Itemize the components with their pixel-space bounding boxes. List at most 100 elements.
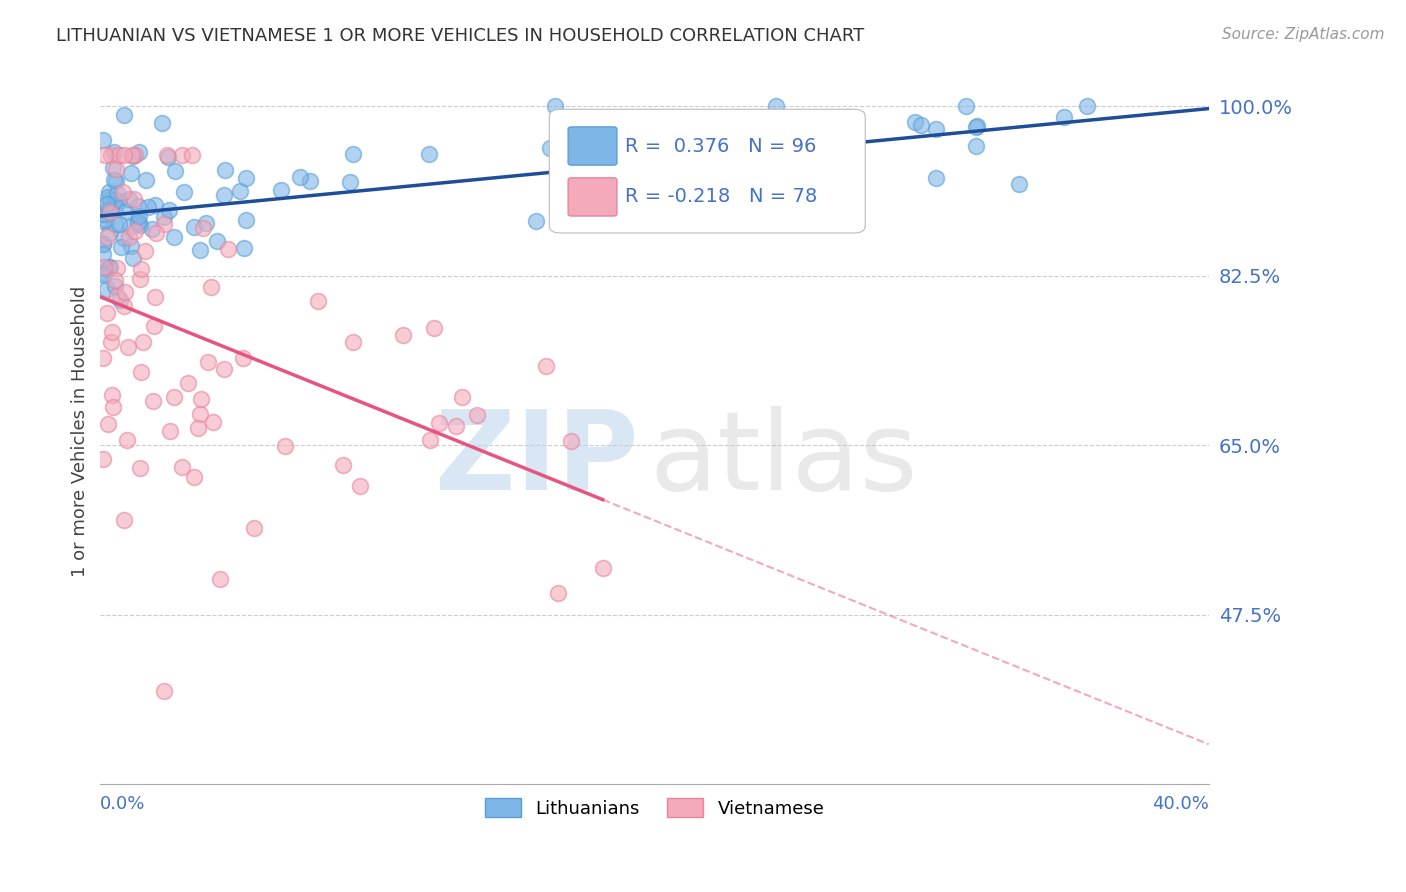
- Point: [122, 251, 145, 265]
- Point: [104, 279, 127, 293]
- Text: R =  0.376   N = 96: R = 0.376 N = 96: [624, 136, 815, 155]
- Point: [96, 262, 118, 277]
- Point: [124, 148, 146, 162]
- FancyBboxPatch shape: [568, 178, 617, 216]
- Point: [418, 433, 440, 447]
- Point: [105, 260, 128, 275]
- Point: [524, 214, 547, 228]
- Point: [159, 425, 181, 439]
- Point: [100, 334, 122, 349]
- Point: [544, 99, 567, 113]
- Point: [232, 351, 254, 366]
- Text: LITHUANIAN VS VIETNAMESE 1 OR MORE VEHICLES IN HOUSEHOLD CORRELATION CHART: LITHUANIAN VS VIETNAMESE 1 OR MORE VEHIC…: [56, 27, 865, 45]
- Point: [233, 241, 256, 255]
- Point: [120, 166, 142, 180]
- Point: [177, 376, 200, 390]
- Point: [104, 273, 127, 287]
- Point: [214, 163, 236, 178]
- Point: [112, 148, 135, 162]
- Point: [96, 196, 118, 211]
- Point: [134, 173, 156, 187]
- Point: [270, 183, 292, 197]
- Point: [91, 237, 114, 252]
- Point: [965, 120, 987, 134]
- Text: R = -0.218   N = 78: R = -0.218 N = 78: [624, 187, 817, 206]
- Point: [91, 133, 114, 147]
- Point: [156, 148, 179, 162]
- Point: [93, 260, 115, 275]
- Point: [571, 190, 593, 204]
- Point: [904, 114, 927, 128]
- Point: [163, 230, 186, 244]
- FancyBboxPatch shape: [568, 127, 617, 165]
- Point: [150, 116, 173, 130]
- Text: ZIP: ZIP: [434, 406, 638, 513]
- Point: [112, 231, 135, 245]
- Point: [104, 194, 127, 208]
- Point: [536, 359, 558, 373]
- Text: 0.0%: 0.0%: [100, 795, 146, 813]
- Point: [142, 319, 165, 334]
- Point: [128, 218, 150, 232]
- Point: [172, 148, 194, 162]
- Y-axis label: 1 or more Vehicles in Household: 1 or more Vehicles in Household: [72, 285, 89, 576]
- Point: [153, 210, 176, 224]
- Point: [122, 192, 145, 206]
- Point: [97, 226, 120, 240]
- Point: [108, 293, 131, 308]
- Point: [114, 108, 136, 122]
- Point: [1076, 99, 1098, 113]
- Point: [349, 478, 371, 492]
- Point: [97, 417, 120, 431]
- Point: [153, 217, 176, 231]
- Point: [190, 392, 212, 406]
- Point: [142, 393, 165, 408]
- Point: [229, 184, 252, 198]
- Point: [212, 188, 235, 202]
- Point: [114, 203, 136, 218]
- Point: [94, 148, 117, 162]
- Point: [342, 146, 364, 161]
- Point: [274, 440, 297, 454]
- Point: [108, 194, 131, 209]
- Point: [129, 365, 152, 379]
- Point: [105, 289, 128, 303]
- Point: [118, 192, 141, 206]
- Point: [96, 282, 118, 296]
- Point: [157, 202, 180, 217]
- Point: [121, 148, 143, 162]
- Point: [202, 415, 225, 429]
- Point: [104, 201, 127, 215]
- Point: [103, 145, 125, 159]
- Point: [235, 212, 257, 227]
- Point: [197, 355, 219, 369]
- Point: [910, 119, 932, 133]
- Point: [91, 207, 114, 221]
- Point: [122, 149, 145, 163]
- Point: [91, 247, 114, 261]
- Point: [98, 205, 121, 219]
- Point: [955, 99, 977, 113]
- Point: [91, 451, 114, 466]
- Point: [129, 262, 152, 277]
- Point: [209, 572, 232, 586]
- Point: [98, 202, 121, 217]
- Point: [187, 421, 209, 435]
- Point: [217, 242, 239, 256]
- Point: [965, 139, 987, 153]
- Point: [117, 340, 139, 354]
- Point: [145, 226, 167, 240]
- Point: [108, 148, 131, 162]
- Point: [170, 460, 193, 475]
- Point: [103, 173, 125, 187]
- Point: [120, 219, 142, 234]
- Text: atlas: atlas: [650, 406, 918, 513]
- Point: [127, 216, 149, 230]
- Point: [298, 174, 321, 188]
- Point: [127, 214, 149, 228]
- Point: [966, 120, 988, 134]
- Point: [111, 185, 134, 199]
- Point: [143, 198, 166, 212]
- Point: [450, 390, 472, 404]
- Point: [679, 186, 702, 201]
